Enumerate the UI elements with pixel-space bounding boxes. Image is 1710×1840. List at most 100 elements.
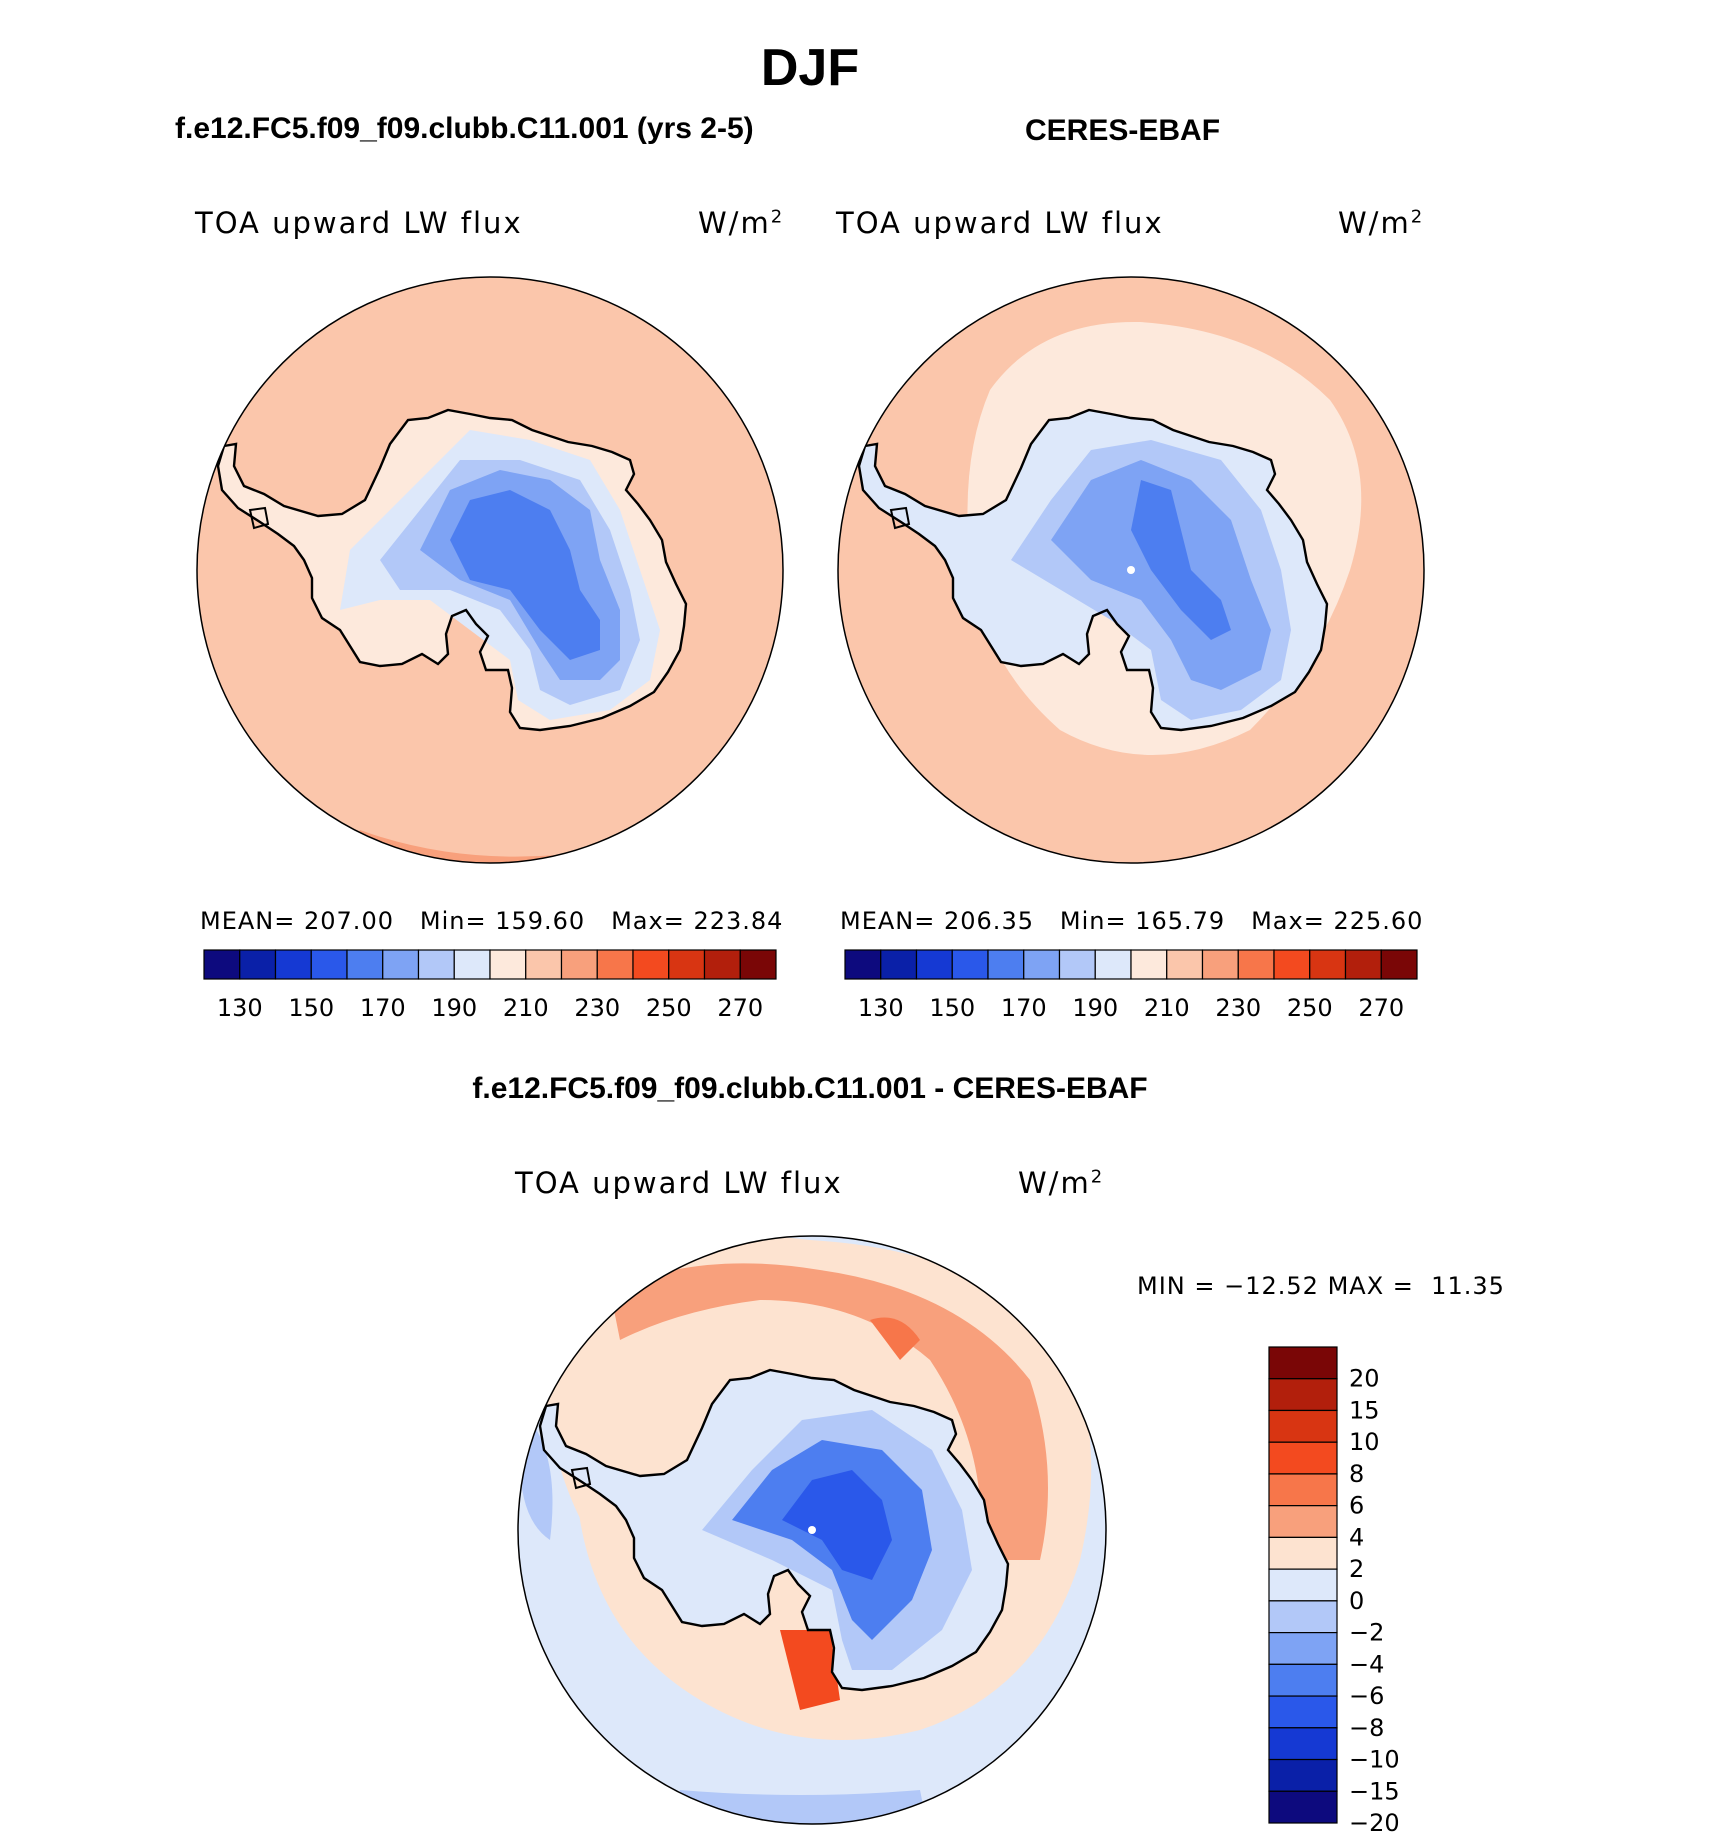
colorbar-swatch bbox=[1094, 949, 1132, 980]
diff-positive-band bbox=[610, 1263, 1048, 1560]
panel2-colorbar: 130 150 170 190 210 230 250 270 bbox=[844, 949, 1418, 1022]
colorbar-swatch bbox=[1268, 1727, 1338, 1761]
colorbar-swatch bbox=[1268, 1600, 1338, 1634]
colorbar-swatch bbox=[1268, 1505, 1338, 1538]
colorbar-swatch bbox=[915, 949, 953, 980]
colorbar-swatch bbox=[1380, 949, 1418, 980]
panel2-title: CERES-EBAF bbox=[1025, 114, 1221, 147]
colorbar-tick-label: 20 bbox=[1349, 1365, 1380, 1393]
colorbar-swatch bbox=[489, 949, 527, 980]
panel1-units-label: W/m2 bbox=[698, 206, 785, 240]
panel2-stats: MEAN= 206.35 Min= 165.79 Max= 225.60 bbox=[840, 907, 1424, 935]
colorbar-tick-label: 2 bbox=[1349, 1555, 1364, 1583]
panel2-level-170 bbox=[1131, 480, 1231, 640]
colorbar-tick-label: −2 bbox=[1349, 1619, 1384, 1647]
diff-negative-patch-south bbox=[670, 1790, 930, 1824]
colorbar-swatch bbox=[382, 949, 420, 980]
panel1-map bbox=[196, 276, 784, 864]
colorbar-swatch bbox=[951, 949, 989, 980]
colorbar-swatch bbox=[1201, 949, 1239, 980]
diff-map bbox=[517, 1235, 1107, 1825]
colorbar-tick-label: 150 bbox=[288, 994, 334, 1022]
colorbar-swatch bbox=[560, 949, 598, 980]
colorbar-swatch bbox=[1268, 1346, 1338, 1380]
panel1-level-170 bbox=[450, 490, 600, 660]
colorbar-swatch bbox=[346, 949, 384, 980]
colorbar-swatch bbox=[1268, 1695, 1338, 1729]
colorbar-swatch bbox=[1309, 949, 1347, 980]
colorbar-tick-label: 190 bbox=[1072, 994, 1118, 1022]
colorbar-swatch bbox=[632, 949, 670, 980]
colorbar-swatch bbox=[739, 949, 777, 980]
colorbar-tick-label: 150 bbox=[929, 994, 975, 1022]
panel2-map-border bbox=[837, 276, 1425, 864]
colorbar-swatch bbox=[203, 949, 241, 980]
panel1-southern-edge bbox=[340, 830, 620, 863]
colorbar-swatch bbox=[417, 949, 455, 980]
colorbar-tick-label: 250 bbox=[1287, 994, 1333, 1022]
colorbar-swatch bbox=[274, 949, 312, 980]
colorbar-tick-label: 270 bbox=[717, 994, 763, 1022]
diff-minmax-stats: MIN = −12.52 MAX = 11.35 bbox=[1137, 1272, 1505, 1300]
colorbar-swatch bbox=[453, 949, 491, 980]
colorbar-swatch bbox=[1268, 1473, 1338, 1507]
colorbar-swatch bbox=[1268, 1378, 1338, 1412]
colorbar-swatch bbox=[1268, 1790, 1338, 1824]
colorbar-swatch bbox=[1023, 949, 1061, 980]
colorbar-tick-label: 250 bbox=[646, 994, 692, 1022]
colorbar-tick-label: 10 bbox=[1349, 1428, 1380, 1456]
colorbar-swatch bbox=[1166, 949, 1204, 980]
colorbar-swatch bbox=[1268, 1568, 1338, 1602]
colorbar-tick-label: −6 bbox=[1349, 1682, 1384, 1710]
colorbar-tick-label: −4 bbox=[1349, 1650, 1384, 1678]
colorbar-tick-label: −8 bbox=[1349, 1714, 1384, 1742]
colorbar-swatch bbox=[596, 949, 634, 980]
colorbar-swatch bbox=[703, 949, 741, 980]
colorbar-swatch bbox=[1130, 949, 1168, 980]
panel1-variable-label: TOA upward LW flux bbox=[195, 206, 523, 240]
colorbar-swatch bbox=[1268, 1663, 1338, 1697]
colorbar-swatch bbox=[987, 949, 1025, 980]
colorbar-tick-label: 170 bbox=[1001, 994, 1047, 1022]
diff-hotspot-north bbox=[870, 1317, 920, 1360]
colorbar-swatch bbox=[239, 949, 277, 980]
colorbar-swatch bbox=[1268, 1631, 1338, 1665]
colorbar-tick-label: 210 bbox=[1144, 994, 1190, 1022]
colorbar-swatch bbox=[668, 949, 706, 980]
colorbar-tick-label: 4 bbox=[1349, 1523, 1364, 1551]
colorbar-swatch bbox=[1058, 949, 1096, 980]
colorbar-tick-label: 190 bbox=[431, 994, 477, 1022]
colorbar-tick-label: 15 bbox=[1349, 1396, 1380, 1424]
main-title: DJF bbox=[760, 39, 860, 97]
panel1-colorbar: 130 150 170 190 210 230 250 270 bbox=[203, 949, 777, 1022]
colorbar-swatch bbox=[1237, 949, 1275, 980]
colorbar-swatch bbox=[844, 949, 882, 980]
colorbar-tick-label: 230 bbox=[1215, 994, 1261, 1022]
diff-variable-label: TOA upward LW flux bbox=[515, 1166, 843, 1200]
colorbar-tick-label: 6 bbox=[1349, 1492, 1364, 1520]
colorbar-swatch bbox=[880, 949, 918, 980]
colorbar-tick-label: 270 bbox=[1358, 994, 1404, 1022]
diff-level-neg8 bbox=[782, 1470, 892, 1580]
colorbar-swatch bbox=[1268, 1441, 1338, 1475]
colorbar-tick-label: 230 bbox=[574, 994, 620, 1022]
panel1-stats: MEAN= 207.00 Min= 159.60 Max= 223.84 bbox=[200, 907, 784, 935]
colorbar-swatch bbox=[1344, 949, 1382, 980]
panel2-units-label: W/m2 bbox=[1338, 206, 1425, 240]
colorbar-tick-label: 130 bbox=[858, 994, 904, 1022]
diff-units-label: W/m2 bbox=[1018, 1166, 1105, 1200]
panel1-title: f.e12.FC5.f09_f09.clubb.C11.001 (yrs 2-5… bbox=[175, 112, 754, 145]
colorbar-tick-label: −20 bbox=[1349, 1809, 1400, 1837]
diff-hotspot-ross bbox=[780, 1630, 840, 1710]
colorbar-swatch bbox=[525, 949, 563, 980]
panel2-pole-dot bbox=[1127, 566, 1135, 574]
colorbar-swatch bbox=[1268, 1409, 1338, 1443]
panel1-map-border bbox=[196, 276, 784, 864]
colorbar-swatch bbox=[1273, 949, 1311, 980]
colorbar-swatch bbox=[1268, 1536, 1338, 1570]
diff-panel-title: f.e12.FC5.f09_f09.clubb.C11.001 - CERES-… bbox=[472, 1072, 1148, 1105]
colorbar-tick-label: 8 bbox=[1349, 1460, 1364, 1488]
colorbar-swatch bbox=[1268, 1758, 1338, 1792]
